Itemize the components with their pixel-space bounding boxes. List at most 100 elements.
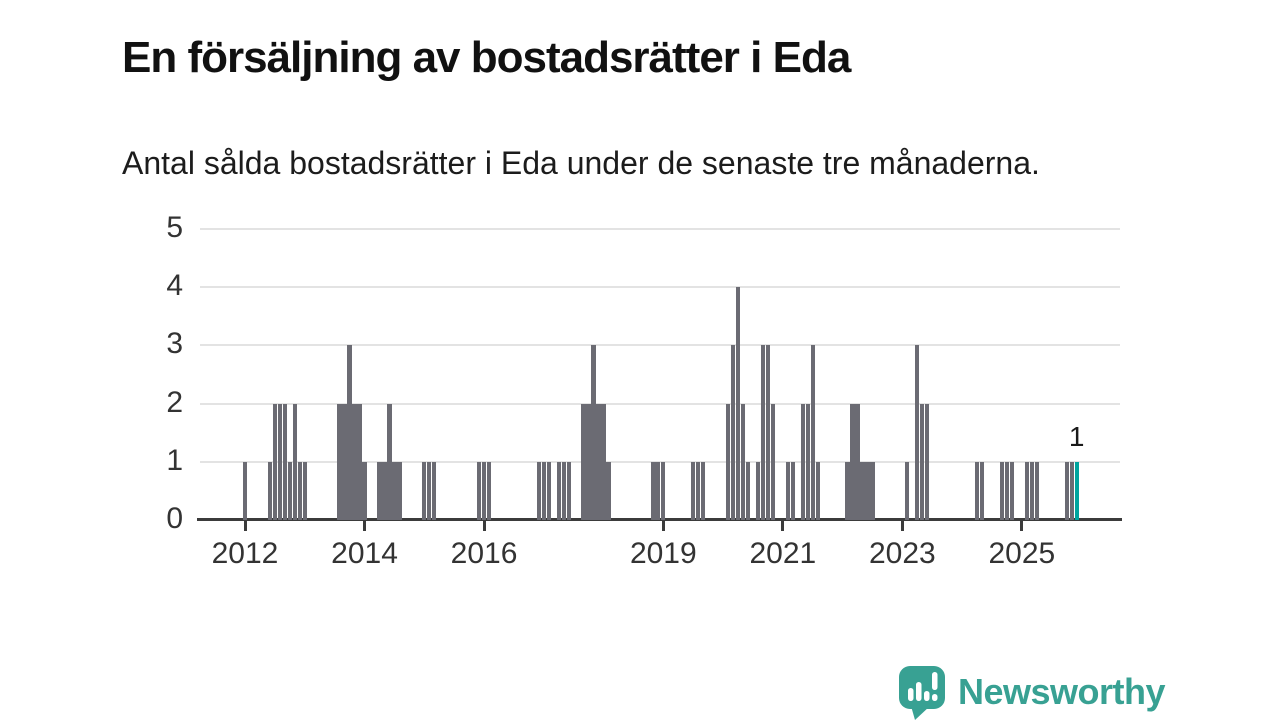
bar	[382, 461, 387, 520]
bar	[1004, 461, 1010, 520]
bar	[915, 345, 920, 520]
chart-subtitle: Antal sålda bostadsrätter i Eda under de…	[122, 145, 1040, 181]
bar	[760, 345, 766, 520]
bar	[1069, 461, 1074, 520]
bar	[855, 403, 860, 520]
bar	[850, 403, 855, 520]
bar	[1029, 461, 1034, 520]
x-axis-tick	[363, 521, 367, 531]
gridline	[200, 286, 1120, 289]
bar	[661, 461, 666, 520]
bar	[656, 461, 661, 520]
bar	[581, 403, 586, 520]
bar	[392, 461, 397, 520]
bar	[536, 461, 541, 520]
bar	[999, 461, 1005, 520]
bar	[745, 461, 751, 520]
gridline	[200, 344, 1120, 347]
brand-name: Newsworthy	[958, 671, 1166, 712]
bar	[800, 403, 805, 520]
bar	[377, 461, 382, 520]
highlight-bar	[1074, 461, 1079, 520]
bar	[591, 345, 596, 520]
bar	[337, 403, 342, 520]
bar	[422, 461, 427, 520]
bar	[586, 403, 591, 520]
bar	[1034, 461, 1039, 520]
bar-chart-bubble-icon	[899, 666, 945, 720]
bar	[805, 403, 810, 520]
y-axis-label: 2	[166, 385, 183, 419]
bar	[740, 403, 746, 520]
bar	[701, 461, 706, 520]
bar	[362, 461, 367, 520]
newsworthy-logo: Newsworthy	[897, 664, 1166, 720]
bar	[596, 403, 601, 520]
bar	[651, 461, 656, 520]
gridline	[200, 228, 1120, 230]
bar	[561, 461, 566, 520]
bar	[925, 403, 930, 520]
y-axis-label: 3	[166, 327, 183, 361]
bar	[601, 403, 606, 520]
bar	[730, 345, 736, 520]
x-axis-tick	[1020, 521, 1024, 531]
bar	[432, 461, 437, 520]
bar	[979, 461, 985, 520]
bar-value-label: 1	[1068, 420, 1085, 452]
x-axis-label: 2021	[749, 537, 817, 570]
bar	[696, 461, 701, 520]
bar	[352, 403, 357, 520]
bar	[845, 461, 850, 520]
bar	[347, 345, 352, 520]
bar	[481, 461, 487, 520]
page-title: En försäljning av bostadsrätter i Eda	[122, 33, 851, 83]
y-axis-label: 4	[166, 269, 183, 303]
bar	[1064, 461, 1069, 520]
bar	[566, 461, 571, 520]
bar	[905, 461, 910, 520]
bar	[242, 461, 248, 520]
bar	[282, 403, 287, 520]
bar	[920, 403, 925, 520]
bar	[427, 461, 432, 520]
bar	[357, 403, 362, 520]
bar	[342, 403, 347, 520]
bar	[277, 403, 282, 520]
bar	[486, 461, 492, 520]
bar	[860, 461, 865, 520]
y-axis-label: 1	[166, 443, 183, 477]
bar	[1024, 461, 1029, 520]
bar	[725, 403, 731, 520]
y-axis-label: 5	[166, 211, 183, 244]
bar	[397, 461, 402, 520]
bar	[287, 461, 292, 520]
x-axis-label: 2025	[988, 537, 1056, 570]
bar	[691, 461, 696, 520]
bar	[267, 461, 273, 520]
bar	[765, 345, 771, 520]
bar	[865, 461, 870, 520]
plot-area: 0 1 2 3 4 5 2012 2014 2016 2019 2021 2023 2025 1	[166, 211, 1122, 570]
bar	[735, 287, 741, 520]
bar	[546, 461, 551, 520]
bar	[387, 403, 392, 520]
bar	[974, 461, 980, 520]
bar	[870, 461, 875, 520]
bar	[815, 461, 820, 520]
bar	[790, 461, 795, 520]
x-axis-label: 2014	[331, 537, 398, 570]
bar	[755, 461, 761, 520]
bar	[302, 461, 307, 520]
bar	[1009, 461, 1015, 520]
bar	[297, 461, 302, 520]
gridline	[200, 402, 1120, 405]
x-axis-label: 2012	[211, 537, 279, 570]
bar	[770, 403, 776, 520]
x-axis-label: 2023	[868, 537, 936, 570]
bar	[606, 461, 611, 520]
x-axis-tick	[781, 521, 785, 531]
x-axis-tick	[661, 521, 665, 531]
bar	[785, 461, 790, 520]
bar	[292, 403, 297, 520]
